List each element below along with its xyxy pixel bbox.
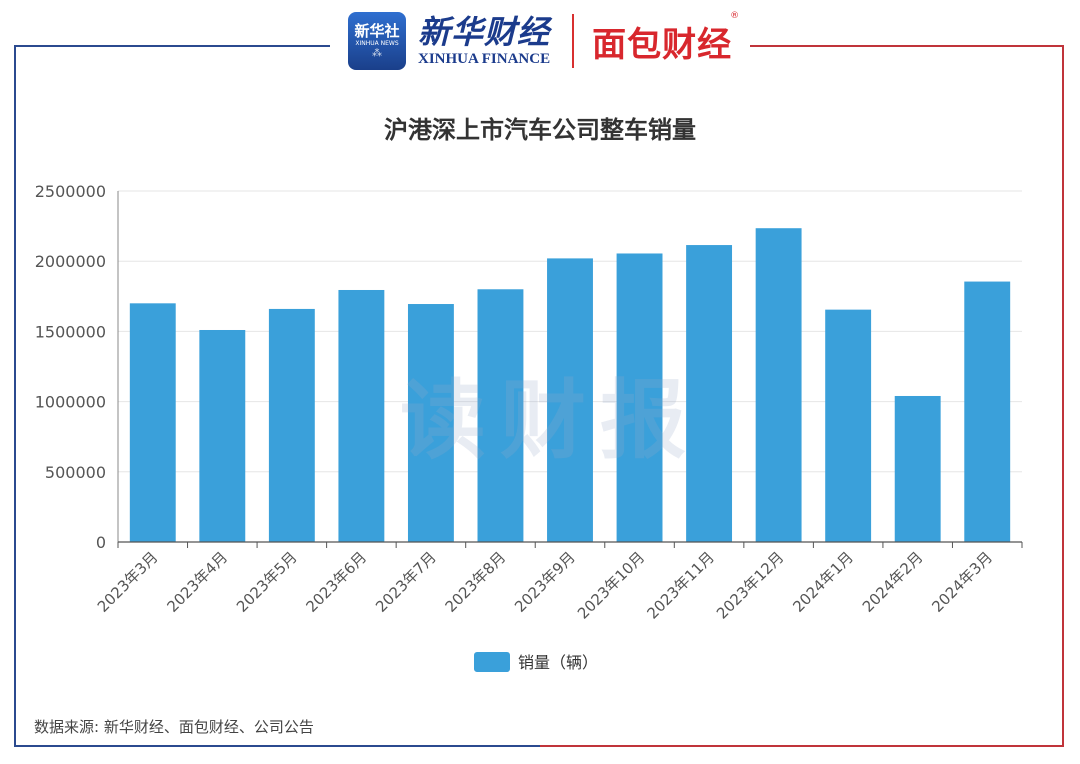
bar[interactable] <box>268 308 315 542</box>
x-tick-label: 2023年9月 <box>511 548 579 616</box>
x-tick-label: 2023年5月 <box>233 548 301 616</box>
bar[interactable] <box>755 228 802 542</box>
xinhua-news-logo: 新华社 XINHUA NEWS ⁂ <box>348 12 406 70</box>
x-tick-label: 2024年1月 <box>789 548 857 616</box>
bar[interactable] <box>547 258 593 542</box>
bar[interactable] <box>964 281 1011 542</box>
header-logos: 新华社 XINHUA NEWS ⁂ 新华财经 XINHUA FINANCE 面包… <box>330 6 750 76</box>
y-tick-label: 2000000 <box>35 252 106 271</box>
mianbao-finance-logo: 面包财经 ® <box>592 11 739 66</box>
x-tick-label: 2023年12月 <box>713 548 787 622</box>
x-tick-label: 2023年3月 <box>94 548 162 616</box>
x-tick-label: 2023年4月 <box>163 548 231 616</box>
bars <box>129 228 1011 542</box>
xinhua-finance-en: XINHUA FINANCE <box>418 51 551 67</box>
bar[interactable] <box>825 309 872 542</box>
x-tick-label: 2023年8月 <box>442 548 510 616</box>
y-axis-ticks: 0 500000 1000000 1500000 2000000 2500000 <box>35 182 106 552</box>
x-axis-labels: 2023年3月 2023年4月 2023年5月 2023年6月 2023年7月 2023年… <box>94 548 996 622</box>
y-tick-label: 500000 <box>45 463 106 482</box>
x-tick-label: 2023年10月 <box>574 548 648 622</box>
legend[interactable]: 销量（辆） <box>474 652 598 672</box>
network-icon: ⁂ <box>372 48 382 59</box>
x-tick-label: 2024年2月 <box>859 548 927 616</box>
mianbao-logo-text: 面包财经 <box>592 24 733 65</box>
xinhua-badge-main: 新华社 <box>354 22 400 40</box>
watermark: 读财报 <box>400 371 700 471</box>
bar[interactable] <box>129 303 176 542</box>
legend-label[interactable]: 销量（辆） <box>518 653 598 672</box>
logo-divider <box>572 14 575 68</box>
y-tick-label: 0 <box>96 533 106 552</box>
y-tick-label: 1500000 <box>35 322 106 341</box>
x-tick-label: 2023年6月 <box>303 548 371 616</box>
bar[interactable] <box>686 245 733 542</box>
data-source-note: 数据来源: 新华财经、面包财经、公司公告 <box>34 718 314 736</box>
x-tick-label: 2024年3月 <box>928 548 996 616</box>
y-tick-label: 2500000 <box>35 182 106 201</box>
x-tick-label: 2023年7月 <box>372 548 440 616</box>
registered-mark: ® <box>730 10 741 21</box>
xinhua-badge-sub: XINHUA NEWS <box>355 40 399 47</box>
xinhua-finance-logo: 新华财经 XINHUA FINANCE <box>418 14 550 68</box>
x-axis <box>117 191 1023 548</box>
bar[interactable] <box>616 253 663 542</box>
legend-swatch[interactable] <box>474 652 510 672</box>
y-tick-label: 1000000 <box>35 393 106 412</box>
bar[interactable] <box>894 395 941 542</box>
chart-title: 沪港深上市汽车公司整车销量 <box>384 116 696 144</box>
bar[interactable] <box>407 304 454 542</box>
bar[interactable] <box>338 289 385 542</box>
bar[interactable] <box>477 289 524 542</box>
xinhua-finance-cn: 新华财经 <box>418 13 551 51</box>
x-tick-label: 2023年11月 <box>643 548 717 622</box>
bar[interactable] <box>199 329 246 542</box>
